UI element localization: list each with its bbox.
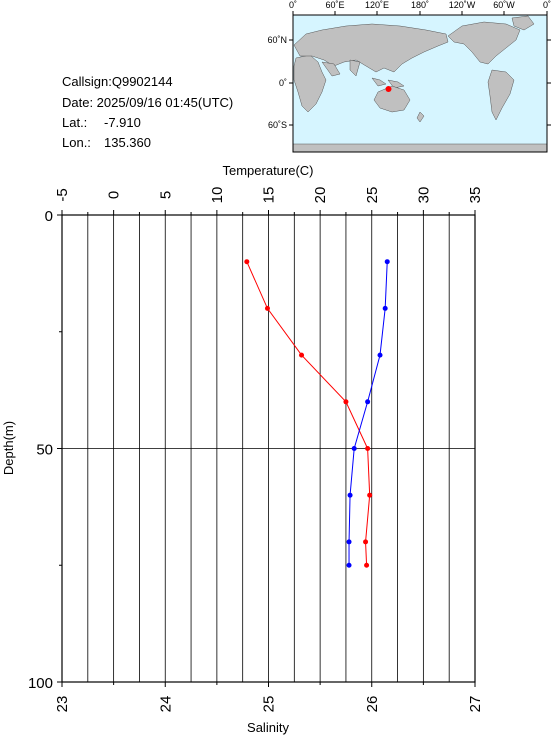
data-point — [365, 446, 371, 451]
data-point — [365, 399, 371, 405]
world-map: 0˚ 60˚E 120˚E 180˚ 120˚W 60˚W 0˚ 60˚N 0˚ 60˚S — [267, 0, 551, 153]
temperature-tick-label: 15 — [261, 187, 278, 204]
depth-axis-title: Depth(m) — [1, 421, 16, 475]
data-point — [382, 305, 388, 311]
salinity-tick-label: 24 — [157, 696, 174, 713]
depth-tick-label: 0 — [45, 208, 53, 225]
lon-value: 135.360 — [104, 135, 151, 150]
lon-label: Lon.: — [62, 135, 91, 150]
map-lon-label: 0˚ — [543, 0, 551, 10]
map-lon-label: 120˚W — [449, 0, 476, 10]
data-point — [343, 399, 349, 405]
temperature-tick-label: -5 — [54, 188, 71, 201]
data-point — [346, 562, 352, 568]
temperature-tick-label: 30 — [415, 187, 432, 204]
map-lat-label: 60˚N — [267, 35, 287, 45]
salinity-tick-label: 25 — [261, 696, 278, 713]
data-point — [264, 305, 270, 311]
map-lon-labels: 0˚ 60˚E 120˚E 180˚ 120˚W 60˚W 0˚ — [289, 0, 551, 10]
series-layer — [244, 259, 390, 568]
map-ticks — [289, 11, 551, 126]
temperature-tick-label: 35 — [467, 187, 484, 204]
temperature-tick-label: 20 — [312, 187, 329, 204]
map-land — [292, 15, 548, 153]
map-lat-labels: 60˚N 0˚ 60˚S — [267, 35, 287, 130]
salinity-tick-label: 27 — [467, 696, 484, 713]
data-point — [384, 259, 390, 265]
salinity-tick-label: 26 — [364, 696, 381, 713]
temperature-tick-label: 25 — [364, 187, 381, 204]
temperature-axis: -5 0 5 10 15 20 25 30 35 — [54, 187, 484, 215]
depth-tick-label: 50 — [36, 442, 53, 459]
data-point — [367, 492, 373, 498]
map-lon-label: 60˚E — [325, 0, 344, 10]
station-info: Callsign:Q9902144 Date: 2025/09/16 01:45… — [62, 74, 233, 150]
data-point — [299, 352, 305, 358]
map-lon-label: 60˚W — [493, 0, 515, 10]
date-text: Date: 2025/09/16 01:45(UTC) — [62, 95, 233, 110]
data-point — [363, 539, 369, 545]
depth-axis: 0 50 100 — [28, 208, 62, 692]
data-point — [351, 446, 357, 451]
series-1 — [346, 259, 390, 568]
map-lat-label: 0˚ — [279, 78, 287, 88]
callsign-text: Callsign:Q9902144 — [62, 74, 173, 89]
data-point — [377, 352, 383, 358]
temperature-tick-label: 5 — [157, 191, 174, 199]
map-lat-label: 60˚S — [268, 120, 287, 130]
lat-value: -7.910 — [104, 115, 141, 130]
series-0 — [244, 259, 373, 568]
depth-tick-label: 100 — [28, 675, 53, 692]
map-lon-label: 0˚ — [289, 0, 297, 10]
temperature-axis-title: Temperature(C) — [222, 163, 313, 178]
station-marker — [385, 85, 392, 92]
data-point — [244, 259, 250, 265]
map-lon-label: 120˚E — [365, 0, 389, 10]
series-line — [348, 261, 388, 566]
salinity-axis-title: Salinity — [247, 720, 289, 735]
data-point — [347, 492, 353, 498]
lat-label: Lat.: — [62, 115, 87, 130]
temperature-tick-label: 0 — [106, 191, 123, 199]
data-point — [346, 539, 352, 545]
salinity-tick-label: 23 — [54, 696, 71, 713]
temperature-tick-label: 10 — [209, 187, 226, 204]
grid-lines — [62, 215, 475, 682]
salinity-axis: 23 24 25 26 27 — [54, 682, 484, 712]
data-point — [364, 562, 370, 568]
map-lon-label: 180˚ — [411, 0, 429, 10]
series-line — [246, 261, 371, 566]
